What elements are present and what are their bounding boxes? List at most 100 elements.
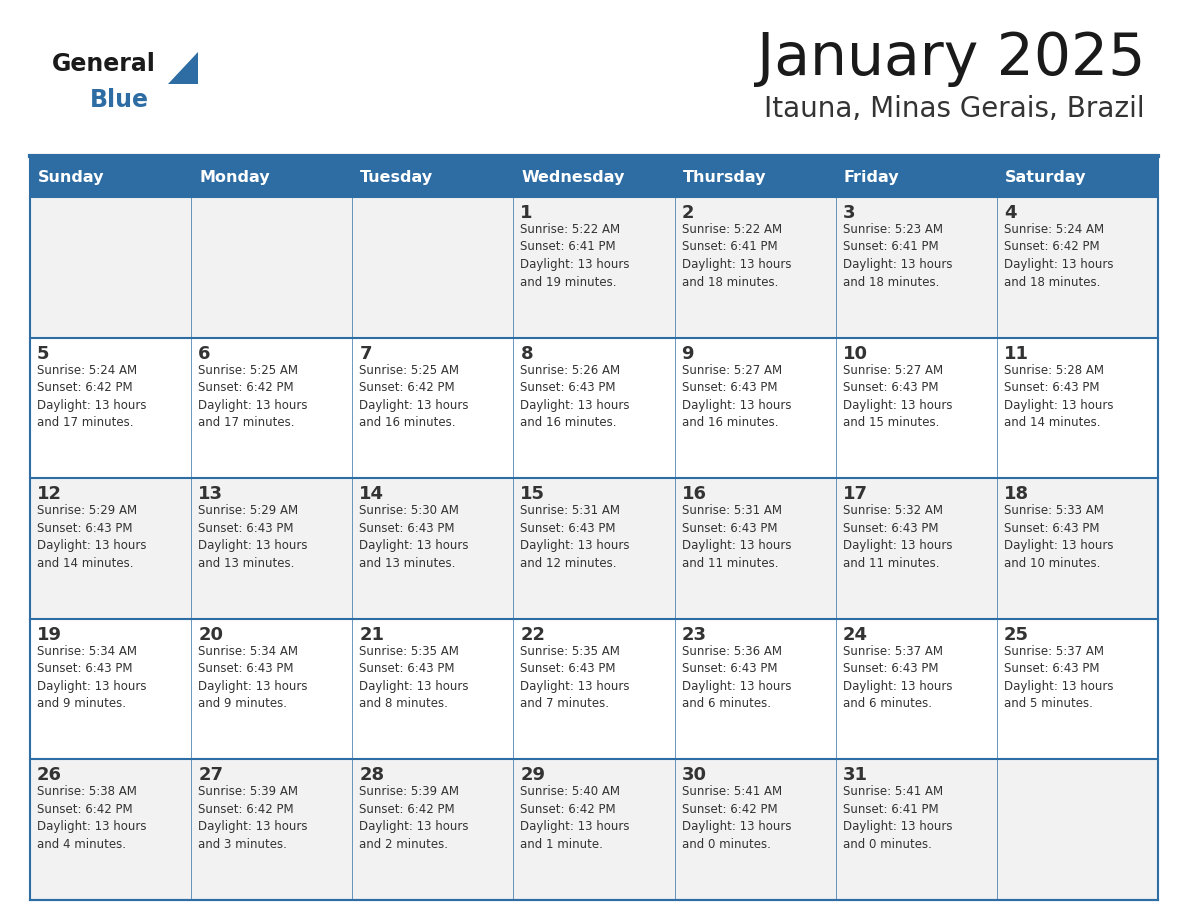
Text: Sunrise: 5:38 AM
Sunset: 6:42 PM
Daylight: 13 hours
and 4 minutes.: Sunrise: 5:38 AM Sunset: 6:42 PM Dayligh… xyxy=(37,786,146,851)
Bar xyxy=(30,478,191,619)
Text: 8: 8 xyxy=(520,344,533,363)
Polygon shape xyxy=(168,52,198,84)
Text: 24: 24 xyxy=(842,626,867,644)
Bar xyxy=(30,158,191,197)
Bar xyxy=(835,197,997,338)
Bar xyxy=(675,338,835,478)
Text: Itauna, Minas Gerais, Brazil: Itauna, Minas Gerais, Brazil xyxy=(764,95,1145,123)
Bar xyxy=(30,197,191,338)
Bar xyxy=(997,158,1158,197)
Text: Sunrise: 5:24 AM
Sunset: 6:42 PM
Daylight: 13 hours
and 17 minutes.: Sunrise: 5:24 AM Sunset: 6:42 PM Dayligh… xyxy=(37,364,146,429)
Text: Sunrise: 5:36 AM
Sunset: 6:43 PM
Daylight: 13 hours
and 6 minutes.: Sunrise: 5:36 AM Sunset: 6:43 PM Dayligh… xyxy=(682,644,791,711)
Text: 27: 27 xyxy=(198,767,223,784)
Text: Sunrise: 5:35 AM
Sunset: 6:43 PM
Daylight: 13 hours
and 8 minutes.: Sunrise: 5:35 AM Sunset: 6:43 PM Dayligh… xyxy=(359,644,469,711)
Bar xyxy=(675,197,835,338)
Text: Sunrise: 5:25 AM
Sunset: 6:42 PM
Daylight: 13 hours
and 17 minutes.: Sunrise: 5:25 AM Sunset: 6:42 PM Dayligh… xyxy=(198,364,308,429)
Text: Sunrise: 5:23 AM
Sunset: 6:41 PM
Daylight: 13 hours
and 18 minutes.: Sunrise: 5:23 AM Sunset: 6:41 PM Dayligh… xyxy=(842,223,953,288)
Bar xyxy=(675,158,835,197)
Text: 14: 14 xyxy=(359,486,384,503)
Text: Sunrise: 5:33 AM
Sunset: 6:43 PM
Daylight: 13 hours
and 10 minutes.: Sunrise: 5:33 AM Sunset: 6:43 PM Dayligh… xyxy=(1004,504,1113,570)
Bar xyxy=(675,759,835,900)
Bar xyxy=(353,197,513,338)
Text: Sunrise: 5:39 AM
Sunset: 6:42 PM
Daylight: 13 hours
and 3 minutes.: Sunrise: 5:39 AM Sunset: 6:42 PM Dayligh… xyxy=(198,786,308,851)
Text: 1: 1 xyxy=(520,204,533,222)
Bar xyxy=(353,158,513,197)
Bar xyxy=(191,338,353,478)
Text: Sunrise: 5:24 AM
Sunset: 6:42 PM
Daylight: 13 hours
and 18 minutes.: Sunrise: 5:24 AM Sunset: 6:42 PM Dayligh… xyxy=(1004,223,1113,288)
Text: 31: 31 xyxy=(842,767,867,784)
Text: 6: 6 xyxy=(198,344,210,363)
Bar xyxy=(513,338,675,478)
Text: Sunrise: 5:32 AM
Sunset: 6:43 PM
Daylight: 13 hours
and 11 minutes.: Sunrise: 5:32 AM Sunset: 6:43 PM Dayligh… xyxy=(842,504,953,570)
Text: Sunrise: 5:28 AM
Sunset: 6:43 PM
Daylight: 13 hours
and 14 minutes.: Sunrise: 5:28 AM Sunset: 6:43 PM Dayligh… xyxy=(1004,364,1113,429)
Text: Sunday: Sunday xyxy=(38,170,105,185)
Bar xyxy=(997,197,1158,338)
Text: Sunrise: 5:31 AM
Sunset: 6:43 PM
Daylight: 13 hours
and 11 minutes.: Sunrise: 5:31 AM Sunset: 6:43 PM Dayligh… xyxy=(682,504,791,570)
Bar xyxy=(835,759,997,900)
Text: Sunrise: 5:26 AM
Sunset: 6:43 PM
Daylight: 13 hours
and 16 minutes.: Sunrise: 5:26 AM Sunset: 6:43 PM Dayligh… xyxy=(520,364,630,429)
Bar xyxy=(30,619,191,759)
Text: 30: 30 xyxy=(682,767,707,784)
Text: 23: 23 xyxy=(682,626,707,644)
Text: Sunrise: 5:41 AM
Sunset: 6:41 PM
Daylight: 13 hours
and 0 minutes.: Sunrise: 5:41 AM Sunset: 6:41 PM Dayligh… xyxy=(842,786,953,851)
Text: Sunrise: 5:27 AM
Sunset: 6:43 PM
Daylight: 13 hours
and 16 minutes.: Sunrise: 5:27 AM Sunset: 6:43 PM Dayligh… xyxy=(682,364,791,429)
Bar xyxy=(675,478,835,619)
Bar xyxy=(997,759,1158,900)
Bar xyxy=(191,158,353,197)
Text: 26: 26 xyxy=(37,767,62,784)
Bar xyxy=(30,338,191,478)
Bar xyxy=(835,478,997,619)
Text: Sunrise: 5:29 AM
Sunset: 6:43 PM
Daylight: 13 hours
and 13 minutes.: Sunrise: 5:29 AM Sunset: 6:43 PM Dayligh… xyxy=(198,504,308,570)
Bar xyxy=(513,197,675,338)
Text: Saturday: Saturday xyxy=(1005,170,1086,185)
Text: 17: 17 xyxy=(842,486,867,503)
Text: 19: 19 xyxy=(37,626,62,644)
Text: Blue: Blue xyxy=(90,88,148,112)
Bar xyxy=(513,158,675,197)
Text: Sunrise: 5:39 AM
Sunset: 6:42 PM
Daylight: 13 hours
and 2 minutes.: Sunrise: 5:39 AM Sunset: 6:42 PM Dayligh… xyxy=(359,786,469,851)
Text: Thursday: Thursday xyxy=(683,170,766,185)
Text: 11: 11 xyxy=(1004,344,1029,363)
Text: 2: 2 xyxy=(682,204,694,222)
Text: 12: 12 xyxy=(37,486,62,503)
Text: 29: 29 xyxy=(520,767,545,784)
Text: 25: 25 xyxy=(1004,626,1029,644)
Bar xyxy=(513,759,675,900)
Text: 10: 10 xyxy=(842,344,867,363)
Text: Sunrise: 5:22 AM
Sunset: 6:41 PM
Daylight: 13 hours
and 19 minutes.: Sunrise: 5:22 AM Sunset: 6:41 PM Dayligh… xyxy=(520,223,630,288)
Bar xyxy=(513,619,675,759)
Text: Friday: Friday xyxy=(843,170,899,185)
Bar xyxy=(675,619,835,759)
Bar xyxy=(191,759,353,900)
Text: Sunrise: 5:31 AM
Sunset: 6:43 PM
Daylight: 13 hours
and 12 minutes.: Sunrise: 5:31 AM Sunset: 6:43 PM Dayligh… xyxy=(520,504,630,570)
Text: 22: 22 xyxy=(520,626,545,644)
Text: 5: 5 xyxy=(37,344,50,363)
Text: 3: 3 xyxy=(842,204,855,222)
Text: Sunrise: 5:27 AM
Sunset: 6:43 PM
Daylight: 13 hours
and 15 minutes.: Sunrise: 5:27 AM Sunset: 6:43 PM Dayligh… xyxy=(842,364,953,429)
Bar xyxy=(997,478,1158,619)
Bar xyxy=(835,158,997,197)
Text: Sunrise: 5:30 AM
Sunset: 6:43 PM
Daylight: 13 hours
and 13 minutes.: Sunrise: 5:30 AM Sunset: 6:43 PM Dayligh… xyxy=(359,504,469,570)
Text: Wednesday: Wednesday xyxy=(522,170,625,185)
Bar xyxy=(997,338,1158,478)
Text: Sunrise: 5:34 AM
Sunset: 6:43 PM
Daylight: 13 hours
and 9 minutes.: Sunrise: 5:34 AM Sunset: 6:43 PM Dayligh… xyxy=(198,644,308,711)
Text: January 2025: January 2025 xyxy=(757,30,1145,87)
Text: 9: 9 xyxy=(682,344,694,363)
Text: Sunrise: 5:25 AM
Sunset: 6:42 PM
Daylight: 13 hours
and 16 minutes.: Sunrise: 5:25 AM Sunset: 6:42 PM Dayligh… xyxy=(359,364,469,429)
Bar xyxy=(191,619,353,759)
Text: 7: 7 xyxy=(359,344,372,363)
Bar xyxy=(353,478,513,619)
Text: Sunrise: 5:29 AM
Sunset: 6:43 PM
Daylight: 13 hours
and 14 minutes.: Sunrise: 5:29 AM Sunset: 6:43 PM Dayligh… xyxy=(37,504,146,570)
Text: General: General xyxy=(52,52,156,76)
Bar xyxy=(513,478,675,619)
Text: 18: 18 xyxy=(1004,486,1029,503)
Text: Sunrise: 5:37 AM
Sunset: 6:43 PM
Daylight: 13 hours
and 6 minutes.: Sunrise: 5:37 AM Sunset: 6:43 PM Dayligh… xyxy=(842,644,953,711)
Text: Tuesday: Tuesday xyxy=(360,170,434,185)
Text: Sunrise: 5:22 AM
Sunset: 6:41 PM
Daylight: 13 hours
and 18 minutes.: Sunrise: 5:22 AM Sunset: 6:41 PM Dayligh… xyxy=(682,223,791,288)
Bar xyxy=(30,759,191,900)
Text: 20: 20 xyxy=(198,626,223,644)
Bar xyxy=(997,619,1158,759)
Bar xyxy=(353,619,513,759)
Text: Sunrise: 5:35 AM
Sunset: 6:43 PM
Daylight: 13 hours
and 7 minutes.: Sunrise: 5:35 AM Sunset: 6:43 PM Dayligh… xyxy=(520,644,630,711)
Text: 28: 28 xyxy=(359,767,385,784)
